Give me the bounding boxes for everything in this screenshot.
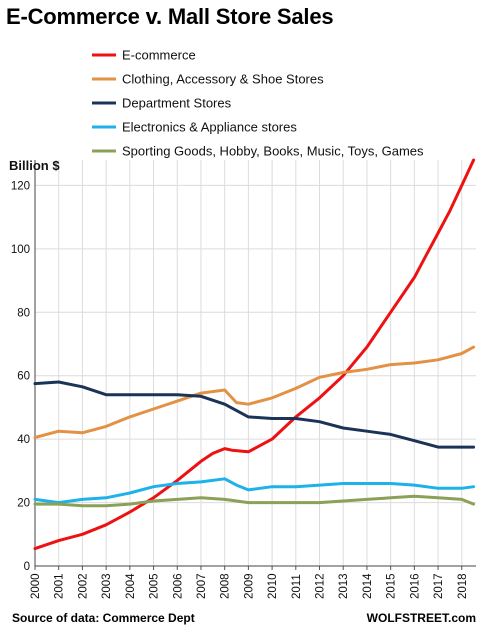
x-tick-label: 2017	[433, 573, 445, 599]
x-tick-label: 2007	[196, 573, 208, 599]
y-tick-label: 0	[24, 561, 30, 573]
source-note: Source of data: Commerce Dept	[12, 611, 195, 625]
legend-label-2: Department Stores	[122, 96, 232, 111]
legend-label-1: Clothing, Accessory & Shoe Stores	[122, 72, 324, 87]
brand-watermark: WOLFSTREET.com	[366, 611, 476, 625]
x-tick-label: 2018	[457, 573, 469, 599]
x-tick-label: 2006	[172, 573, 184, 599]
x-tick-label: 2012	[315, 573, 327, 599]
y-axis-title: Billion $	[9, 158, 60, 173]
legend: E-commerce Clothing, Accessory & Shoe Sto…	[92, 48, 424, 159]
x-tick-label: 2011	[291, 574, 303, 599]
series-line-2	[33, 380, 476, 449]
legend-label-4: Sporting Goods, Hobby, Books, Music, Toy…	[122, 144, 424, 159]
y-tick-label: 100	[11, 244, 30, 256]
x-tick-label: 2008	[220, 573, 232, 599]
legend-label-0: E-commerce	[122, 48, 196, 63]
y-tick-label: 20	[17, 498, 30, 510]
x-tick-label: 2013	[338, 573, 350, 599]
y-tick-label: 120	[11, 180, 30, 192]
x-tick-label: 2001	[54, 573, 66, 599]
series-line-4	[33, 494, 476, 508]
axes: 0 20 40 60 80 100 120 2000 2001 2002 2003 2004 2005 2…	[9, 158, 476, 599]
x-tick-label: 2010	[267, 573, 279, 599]
x-tick-label: 2009	[243, 573, 255, 599]
x-tick-label: 2000	[30, 573, 42, 599]
series-lines	[33, 158, 476, 551]
series-line-0	[33, 158, 476, 551]
y-tick-label: 80	[17, 307, 30, 319]
x-tick-label: 2003	[101, 573, 113, 599]
y-tick-label: 60	[17, 371, 30, 383]
x-tick-label: 2014	[362, 573, 374, 599]
x-tick-label: 2005	[149, 573, 161, 599]
chart-title: E-Commerce v. Mall Store Sales	[6, 4, 334, 29]
y-tick-label: 40	[17, 434, 30, 446]
x-tick-label: 2004	[125, 573, 137, 599]
x-tick-label: 2016	[409, 573, 421, 599]
series-line-1	[33, 345, 476, 439]
x-tick-label: 2002	[77, 573, 89, 599]
legend-label-3: Electronics & Appliance stores	[122, 120, 297, 135]
x-tick-label: 2015	[386, 573, 398, 599]
series-line-3	[33, 477, 476, 505]
